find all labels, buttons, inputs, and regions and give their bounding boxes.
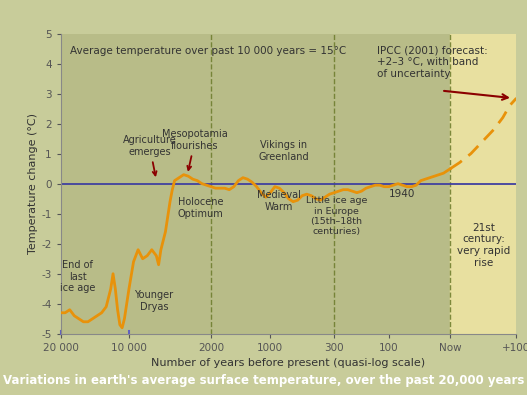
Y-axis label: Temperature change (°C): Temperature change (°C) (28, 113, 38, 254)
Text: IPCC (2001) forecast:
+2–3 °C, with band
of uncertainty: IPCC (2001) forecast: +2–3 °C, with band… (377, 45, 488, 79)
Text: Variations in earth's average surface temperature, over the past 20,000 years: Variations in earth's average surface te… (3, 374, 524, 387)
Text: 1940: 1940 (388, 189, 415, 199)
Text: Average temperature over past 10 000 years = 15°C: Average temperature over past 10 000 yea… (70, 45, 346, 56)
Text: Mesopotamia
flourishes: Mesopotamia flourishes (162, 129, 228, 170)
Text: End of
last
ice age: End of last ice age (60, 260, 95, 293)
Text: Vikings in
Greenland: Vikings in Greenland (259, 141, 309, 162)
Text: Holocene
Optimum: Holocene Optimum (178, 197, 223, 219)
Text: Medieval
Warm: Medieval Warm (257, 190, 300, 212)
Text: Younger
Dryas: Younger Dryas (134, 290, 173, 312)
Text: Little ice age
in Europe
(15th–18th
centuries): Little ice age in Europe (15th–18th cent… (306, 196, 367, 237)
Text: Agriculture
emerges: Agriculture emerges (123, 135, 177, 175)
Bar (451, 34, 516, 334)
Text: 21st
century:
very rapid
rise: 21st century: very rapid rise (457, 223, 510, 267)
X-axis label: Number of years before present (quasi-log scale): Number of years before present (quasi-lo… (151, 358, 426, 369)
